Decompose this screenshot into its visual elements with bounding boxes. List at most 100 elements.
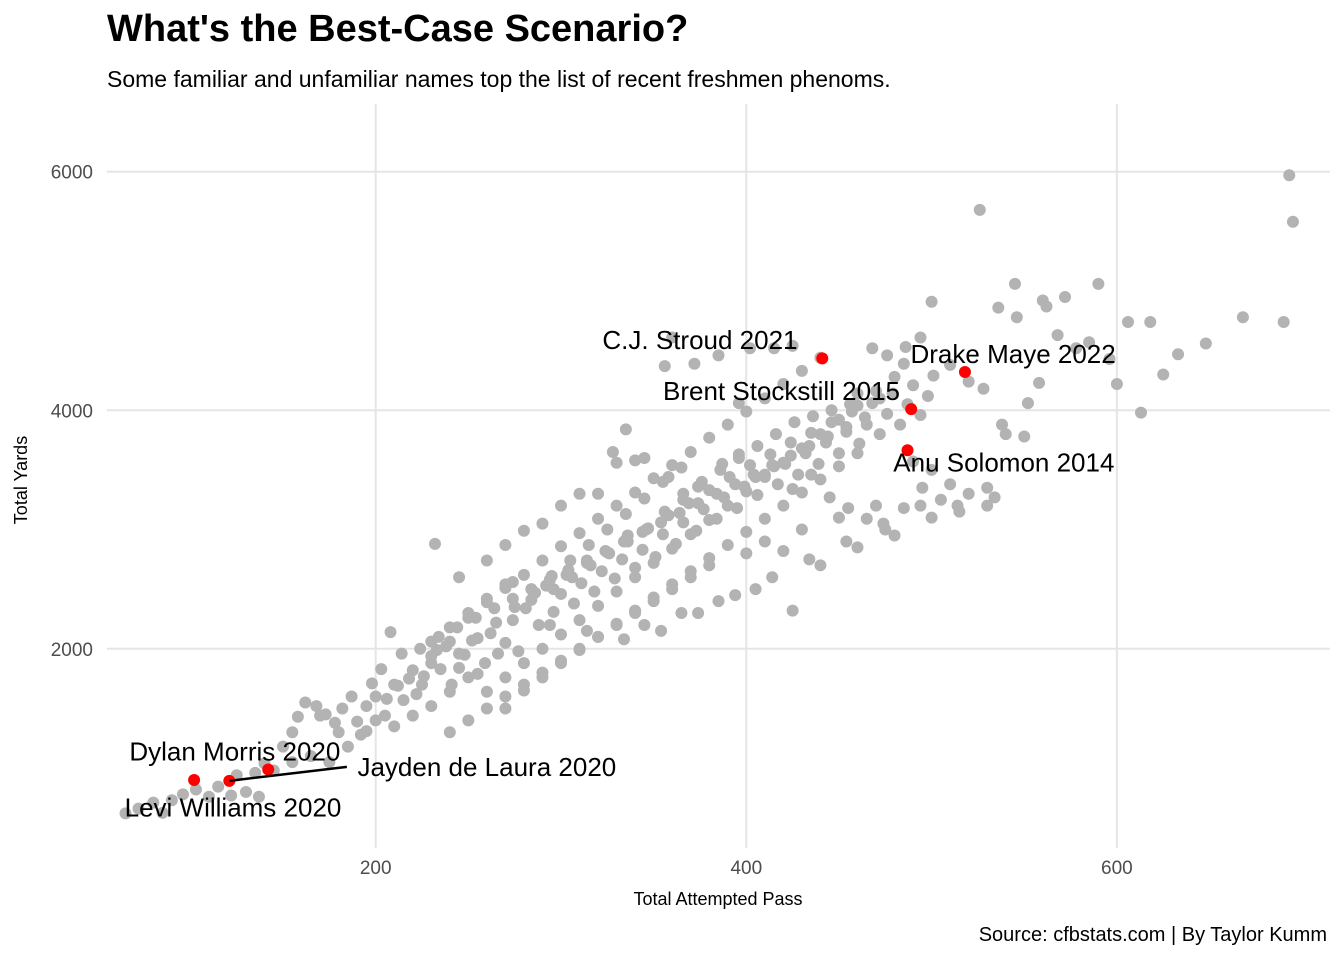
data-point bbox=[629, 486, 642, 499]
data-point bbox=[951, 499, 964, 512]
y-tick-label: 4000 bbox=[51, 401, 93, 422]
data-point bbox=[925, 295, 938, 308]
data-point bbox=[840, 535, 853, 548]
data-point bbox=[712, 349, 725, 362]
data-point bbox=[471, 632, 484, 645]
data-point bbox=[554, 628, 567, 641]
data-point bbox=[1010, 311, 1023, 324]
data-point bbox=[764, 448, 777, 461]
data-point bbox=[647, 595, 660, 608]
data-point bbox=[769, 428, 782, 441]
data-point bbox=[491, 647, 504, 660]
data-point bbox=[851, 387, 864, 400]
data-point bbox=[673, 506, 686, 519]
data-point bbox=[547, 605, 560, 618]
data-point bbox=[795, 486, 808, 499]
data-point bbox=[944, 358, 957, 371]
data-point bbox=[814, 559, 827, 572]
data-point bbox=[795, 442, 808, 455]
data-point bbox=[655, 516, 668, 529]
data-point bbox=[469, 611, 482, 624]
caption: Source: cfbstats.com | By Taylor Kumm bbox=[979, 924, 1327, 946]
data-point bbox=[1059, 290, 1072, 303]
data-point bbox=[732, 397, 745, 410]
data-point bbox=[453, 571, 466, 584]
data-point bbox=[786, 604, 799, 617]
data-point bbox=[189, 783, 202, 796]
data-point bbox=[714, 463, 727, 476]
x-tick-label: 200 bbox=[360, 858, 392, 879]
data-point bbox=[792, 468, 805, 481]
data-point bbox=[592, 487, 605, 500]
data-point bbox=[212, 780, 225, 793]
data-point bbox=[881, 349, 894, 362]
x-tick-label: 400 bbox=[730, 858, 762, 879]
data-point bbox=[751, 488, 764, 501]
data-point bbox=[499, 671, 512, 684]
data-point bbox=[453, 647, 466, 660]
data-point bbox=[506, 614, 519, 627]
data-point bbox=[658, 505, 671, 518]
data-point bbox=[490, 616, 503, 629]
data-point bbox=[777, 499, 790, 512]
highlighted-point bbox=[262, 763, 275, 776]
data-point bbox=[536, 517, 549, 530]
data-point bbox=[629, 561, 642, 574]
data-point bbox=[832, 511, 845, 524]
data-point bbox=[575, 577, 588, 590]
data-point bbox=[684, 446, 697, 459]
data-point bbox=[758, 392, 771, 405]
data-point bbox=[1036, 294, 1049, 307]
data-point bbox=[499, 702, 512, 715]
data-point bbox=[388, 720, 401, 733]
data-point bbox=[610, 585, 623, 598]
data-point bbox=[332, 726, 345, 739]
data-point bbox=[425, 700, 438, 713]
data-point bbox=[1070, 342, 1083, 355]
data-point bbox=[573, 614, 586, 627]
point-label: Anu Solomon 2014 bbox=[893, 448, 1114, 478]
data-point bbox=[894, 418, 907, 431]
y-axis-title: Total Yards bbox=[11, 436, 31, 524]
data-point bbox=[443, 726, 456, 739]
data-point bbox=[858, 411, 871, 424]
data-point bbox=[547, 583, 560, 596]
data-point bbox=[981, 499, 994, 512]
data-point bbox=[877, 517, 890, 530]
data-point bbox=[749, 583, 762, 596]
data-point bbox=[914, 331, 927, 344]
data-point bbox=[397, 694, 410, 707]
data-point bbox=[414, 642, 427, 655]
data-point bbox=[786, 339, 799, 352]
point-label: Levi Williams 2020 bbox=[125, 792, 342, 822]
data-point bbox=[484, 627, 497, 640]
data-point bbox=[747, 468, 760, 481]
data-point bbox=[803, 553, 816, 566]
data-point bbox=[252, 790, 265, 803]
data-point bbox=[684, 571, 697, 584]
data-point bbox=[606, 446, 619, 459]
data-point bbox=[962, 375, 975, 388]
data-point bbox=[925, 511, 938, 524]
data-point bbox=[788, 416, 801, 429]
data-point bbox=[462, 714, 475, 727]
data-point bbox=[369, 690, 382, 703]
data-point bbox=[508, 601, 521, 614]
data-point bbox=[249, 766, 262, 779]
highlighted-point bbox=[816, 352, 829, 365]
data-point bbox=[897, 502, 910, 515]
data-point bbox=[851, 399, 864, 412]
data-point bbox=[744, 459, 757, 472]
data-point bbox=[666, 459, 679, 472]
data-point bbox=[666, 331, 679, 344]
data-point bbox=[860, 512, 873, 525]
data-point bbox=[304, 750, 317, 763]
data-point bbox=[777, 378, 790, 391]
data-point bbox=[777, 545, 790, 558]
data-point bbox=[703, 559, 716, 572]
data-point bbox=[536, 554, 549, 567]
data-point bbox=[832, 447, 845, 460]
data-point bbox=[1021, 397, 1034, 410]
data-point bbox=[805, 426, 818, 439]
data-point bbox=[977, 382, 990, 395]
